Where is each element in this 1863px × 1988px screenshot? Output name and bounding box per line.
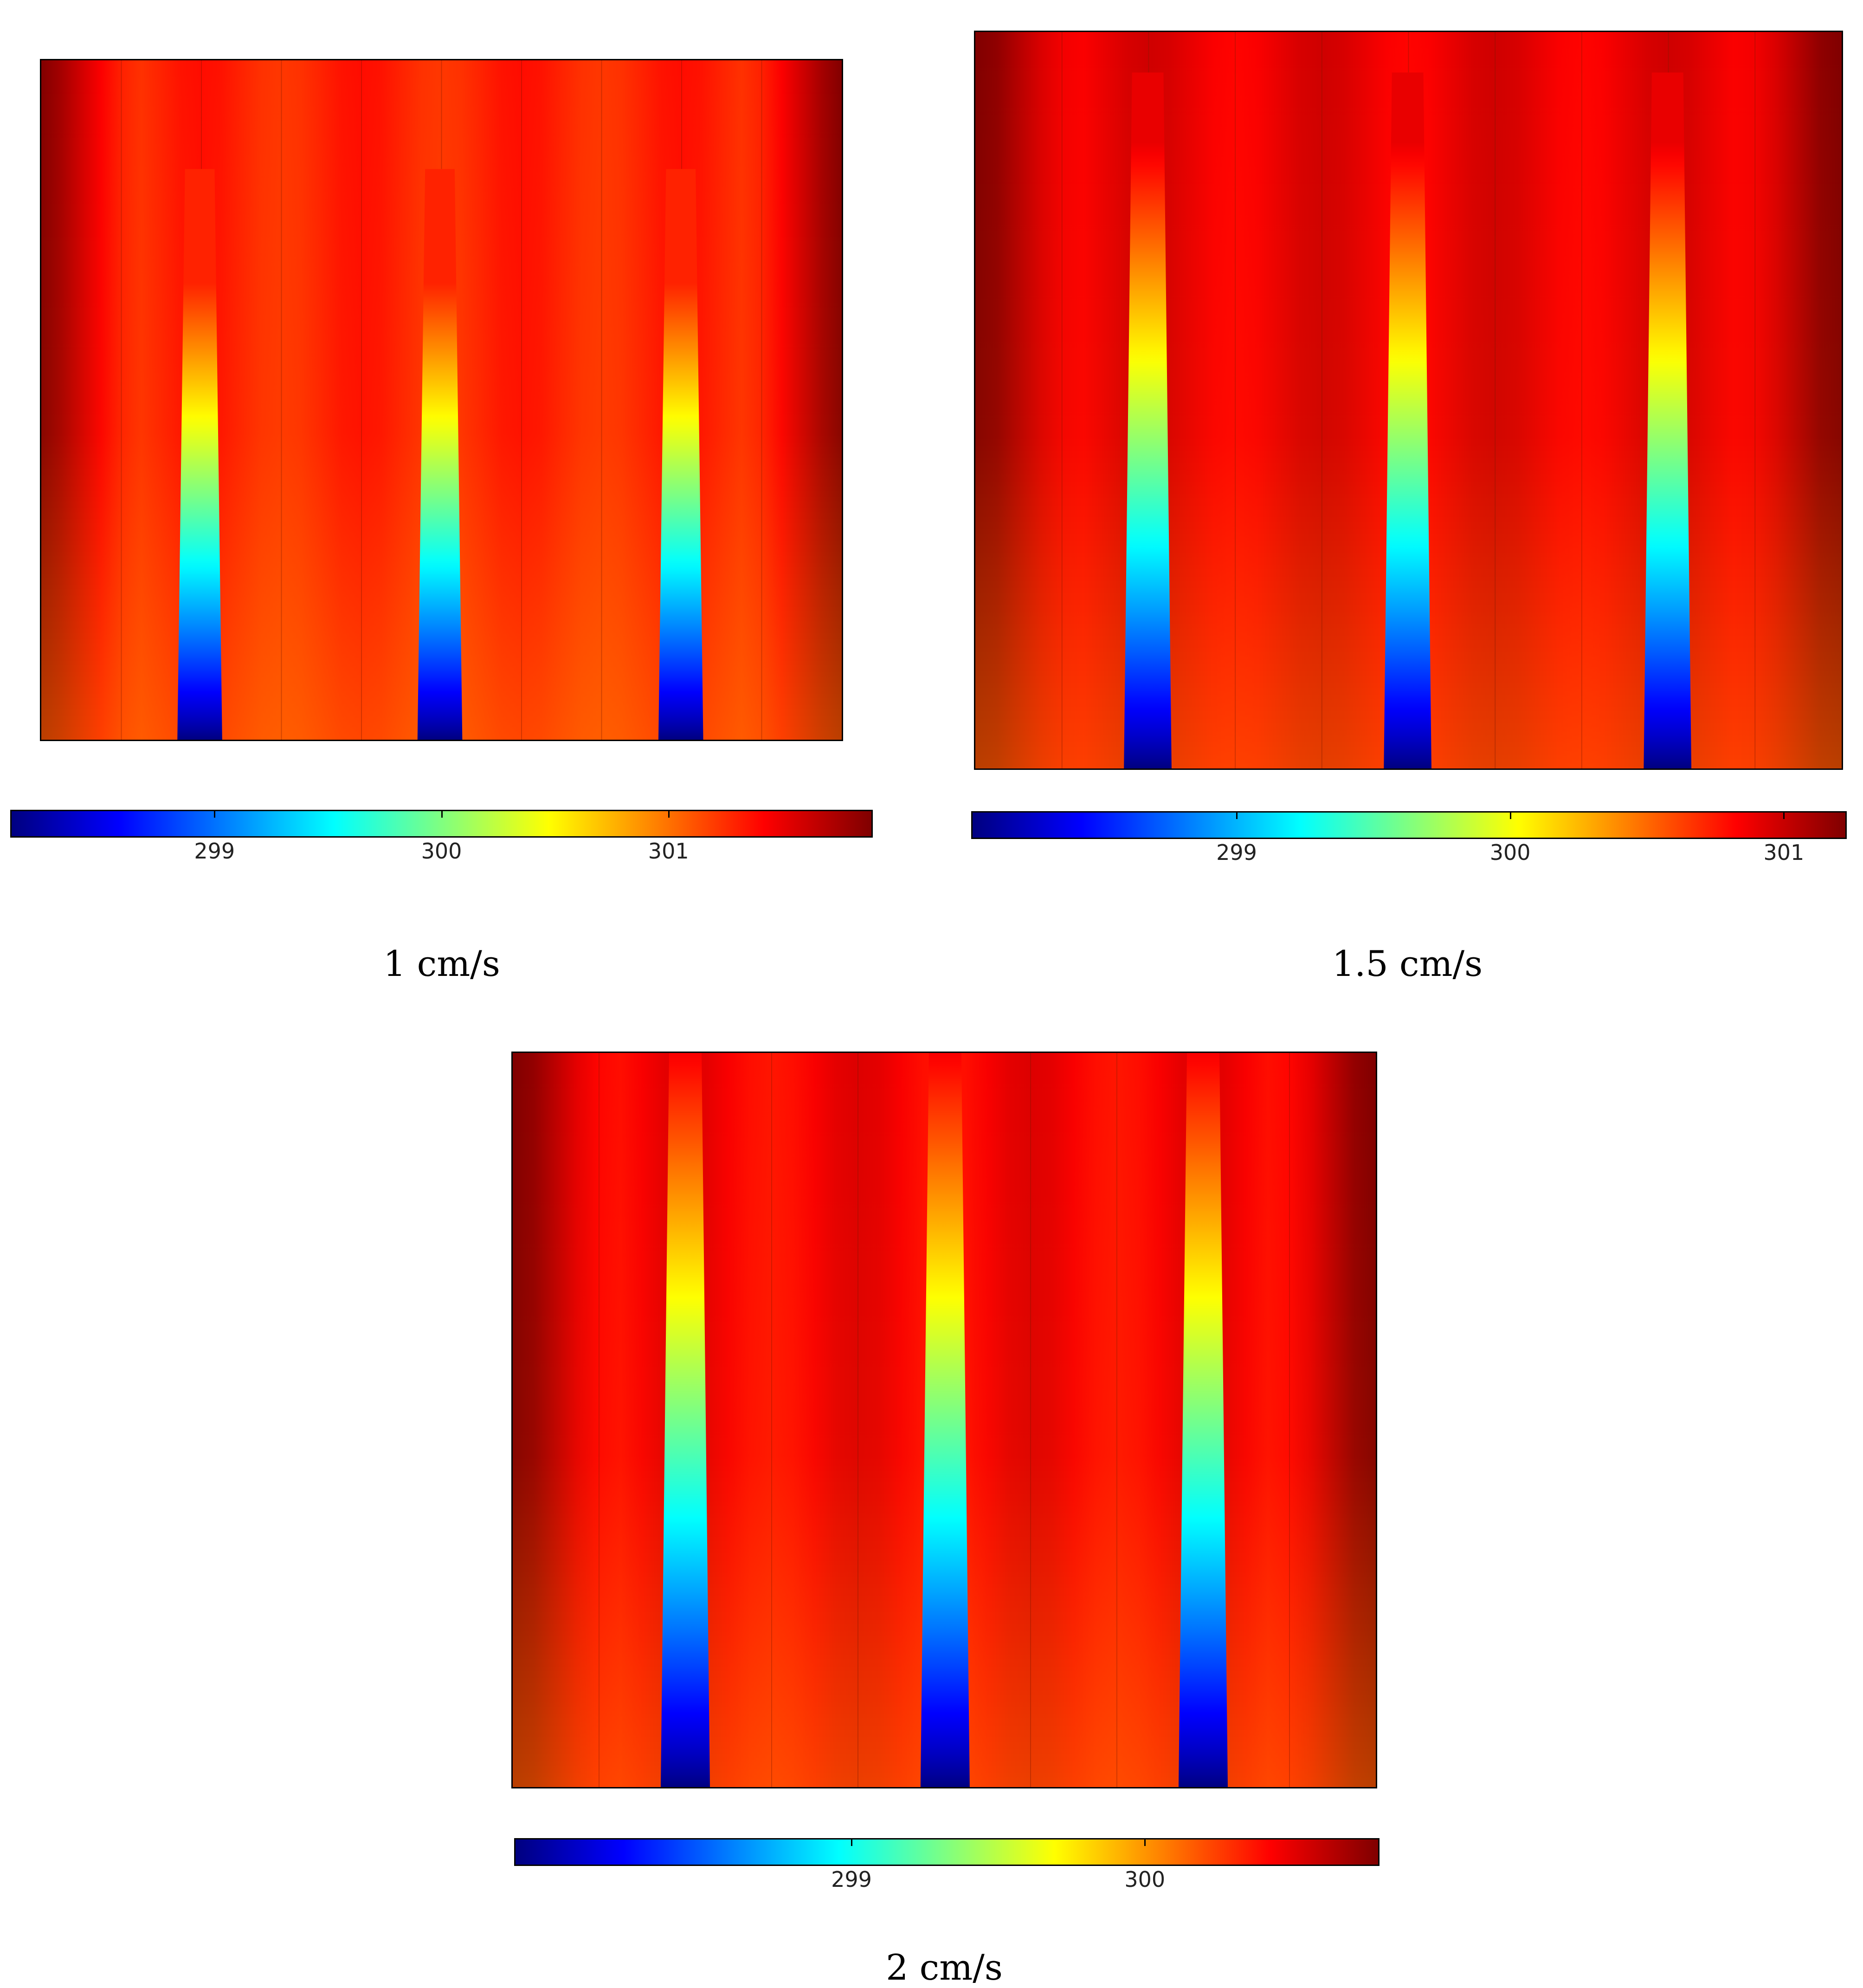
panel-caption-1-5cm: 1.5 cm/s: [1332, 943, 1483, 984]
colorbar-tick-label: 299: [831, 1867, 872, 1892]
colorbar-gradient-2cm: [516, 1840, 1378, 1865]
plume-3: [1178, 1053, 1228, 1787]
colorbar-tick: [1783, 813, 1785, 819]
colorbar-fill: [516, 1840, 1378, 1865]
colorbar-tick: [851, 1840, 853, 1846]
colorbar-tick-label: 301: [648, 839, 689, 864]
plume-3: [658, 169, 703, 740]
plume-1: [177, 169, 222, 740]
colorbar-tick-label: 300: [421, 839, 462, 864]
colorbar-tick-label: 300: [1124, 1867, 1166, 1892]
colorbar-tick: [668, 811, 670, 818]
heatmap-canvas-1cm: [41, 60, 842, 740]
heatmap-panel-2cm: [511, 1052, 1377, 1788]
plume-2: [1384, 72, 1431, 768]
plume-1: [1124, 72, 1172, 768]
colorbar-tick: [214, 811, 216, 818]
colorbar-tick: [441, 811, 443, 818]
colorbar-tick: [1144, 1840, 1146, 1846]
colorbar-tick-label: 299: [194, 839, 235, 864]
heatmap-canvas-2cm: [513, 1053, 1376, 1787]
panel-caption-1cm: 1 cm/s: [383, 943, 500, 984]
plume-3: [1644, 72, 1692, 768]
colorbar-1-5cm: [971, 811, 1847, 839]
heatmap-panel-1cm: [40, 59, 843, 741]
colorbar-tick-label: 299: [1216, 840, 1257, 865]
colorbar-tick-label: 301: [1763, 840, 1805, 865]
colorbar-tick: [1509, 813, 1511, 819]
colorbar-tick-label: 300: [1489, 840, 1531, 865]
heatmap-canvas-1-5cm: [975, 32, 1842, 768]
plume-2: [920, 1053, 970, 1787]
colorbar-tick: [1236, 813, 1238, 819]
colorbar-gradient-1-5cm: [973, 813, 1845, 838]
plume-1: [660, 1053, 710, 1787]
colorbar-2cm: [514, 1838, 1380, 1866]
heatmap-panel-1-5cm: [974, 31, 1843, 770]
colorbar-fill: [973, 813, 1845, 838]
panel-caption-2cm: 2 cm/s: [886, 1947, 1003, 1988]
plume-2: [417, 169, 463, 740]
